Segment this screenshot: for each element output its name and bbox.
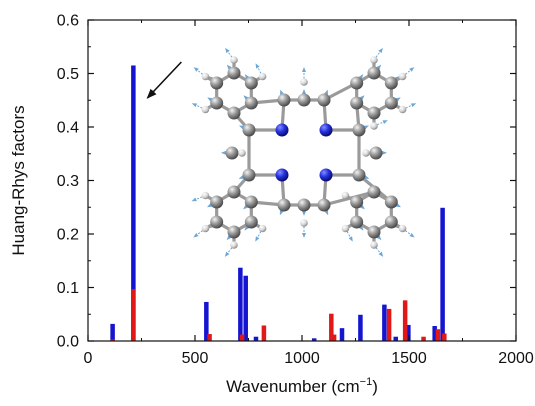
hydrogen-atom (202, 225, 210, 233)
hydrogen-atom (342, 192, 350, 200)
red-bar (262, 325, 267, 341)
carbon-atom (245, 216, 258, 229)
blue-bar (110, 324, 115, 341)
x-axis-title: Wavenumber (cm−1) (226, 376, 378, 396)
blue-bar (243, 276, 248, 341)
nitrogen-atom (320, 124, 333, 137)
red-bar (421, 337, 426, 341)
carbon-atom (368, 67, 381, 80)
carbon-atom (368, 226, 381, 239)
y-tick-label: 0.0 (57, 334, 79, 351)
carbon-atom (245, 196, 258, 209)
carbon-atom (298, 199, 311, 212)
hydrogen-atom (399, 225, 407, 233)
carbon-atom (353, 124, 366, 137)
hydrogen-atom (202, 192, 210, 200)
carbon-atom (210, 196, 223, 209)
red-bar (332, 335, 337, 341)
carbon-atom (226, 147, 239, 160)
carbon-atom (368, 107, 381, 120)
blue-bar (440, 208, 445, 341)
carbon-atom (350, 77, 363, 90)
carbon-atom (210, 97, 223, 110)
y-tick-label: 0.4 (57, 120, 79, 137)
red-bar (131, 289, 136, 341)
nitrogen-atom (276, 169, 289, 182)
hydrogen-atom (300, 78, 308, 86)
hydrogen-atom (202, 73, 210, 81)
carbon-atom (385, 196, 398, 209)
hydrogen-atom (202, 106, 210, 114)
red-bar (240, 335, 245, 341)
carbon-atom (353, 169, 366, 182)
blue-bar (254, 337, 258, 341)
hydrogen-atom (238, 149, 246, 157)
hydrogen-atom (399, 106, 407, 114)
carbon-atom (210, 77, 223, 90)
hydrogen-atom (342, 225, 350, 233)
x-tick-label: 1000 (284, 350, 320, 367)
y-tick-label: 0.2 (57, 227, 79, 244)
y-tick-label: 0.1 (57, 280, 79, 297)
x-tick-label: 500 (182, 350, 209, 367)
hydrogen-atom (230, 241, 238, 249)
carbon-atom (243, 124, 256, 137)
carbon-atom (385, 97, 398, 110)
carbon-atom (278, 94, 291, 107)
hydrogen-atom (399, 73, 407, 81)
hydrogen-atom (370, 56, 378, 64)
hydrogen-atom (259, 225, 267, 233)
carbon-atom (318, 199, 331, 212)
hydrogen-atom (362, 149, 370, 157)
x-tick-label: 2000 (498, 350, 534, 367)
hydrogen-atom (370, 241, 378, 249)
carbon-atom (350, 216, 363, 229)
blue-bar (382, 305, 387, 341)
y-axis-title: Huang-Rhys factors (9, 105, 28, 255)
carbon-atom (228, 67, 241, 80)
carbon-atom (278, 199, 291, 212)
carbon-atom (243, 169, 256, 182)
carbon-atom (298, 94, 311, 107)
carbon-atom (318, 94, 331, 107)
carbon-atom (368, 186, 381, 199)
red-bar (387, 309, 392, 341)
carbon-atom (245, 77, 258, 90)
carbon-atom (228, 226, 241, 239)
hydrogen-atom (230, 56, 238, 64)
red-bar (403, 300, 408, 341)
carbon-atom (245, 97, 258, 110)
molecule-atoms (202, 56, 407, 249)
red-bar (442, 334, 447, 341)
carbon-atom (210, 216, 223, 229)
plot-frame (88, 20, 516, 341)
hydrogen-atom (259, 73, 267, 81)
x-tick-label: 0 (84, 350, 93, 367)
y-tick-label: 0.5 (57, 66, 79, 83)
carbon-atom (228, 107, 241, 120)
carbon-atom (385, 216, 398, 229)
blue-bar (340, 328, 345, 341)
nitrogen-atom (276, 124, 289, 137)
blue-bar (393, 337, 398, 341)
blue-bar (358, 315, 363, 341)
blue-bar (238, 268, 243, 341)
red-bar (207, 334, 212, 341)
y-tick-label: 0.3 (57, 173, 79, 190)
carbon-atom (385, 77, 398, 90)
carbon-atom (228, 186, 241, 199)
carbon-atom (350, 97, 363, 110)
nitrogen-atom (320, 169, 333, 182)
carbon-atom (370, 147, 383, 160)
hydrogen-atom (300, 219, 308, 227)
y-tick-label: 0.6 (57, 13, 79, 30)
x-tick-label: 1500 (391, 350, 427, 367)
carbon-atom (350, 196, 363, 209)
annotation-arrow (147, 62, 181, 98)
red-bar (436, 329, 441, 341)
hydrogen-atom (370, 122, 378, 130)
molecule-inset-image (192, 49, 415, 256)
